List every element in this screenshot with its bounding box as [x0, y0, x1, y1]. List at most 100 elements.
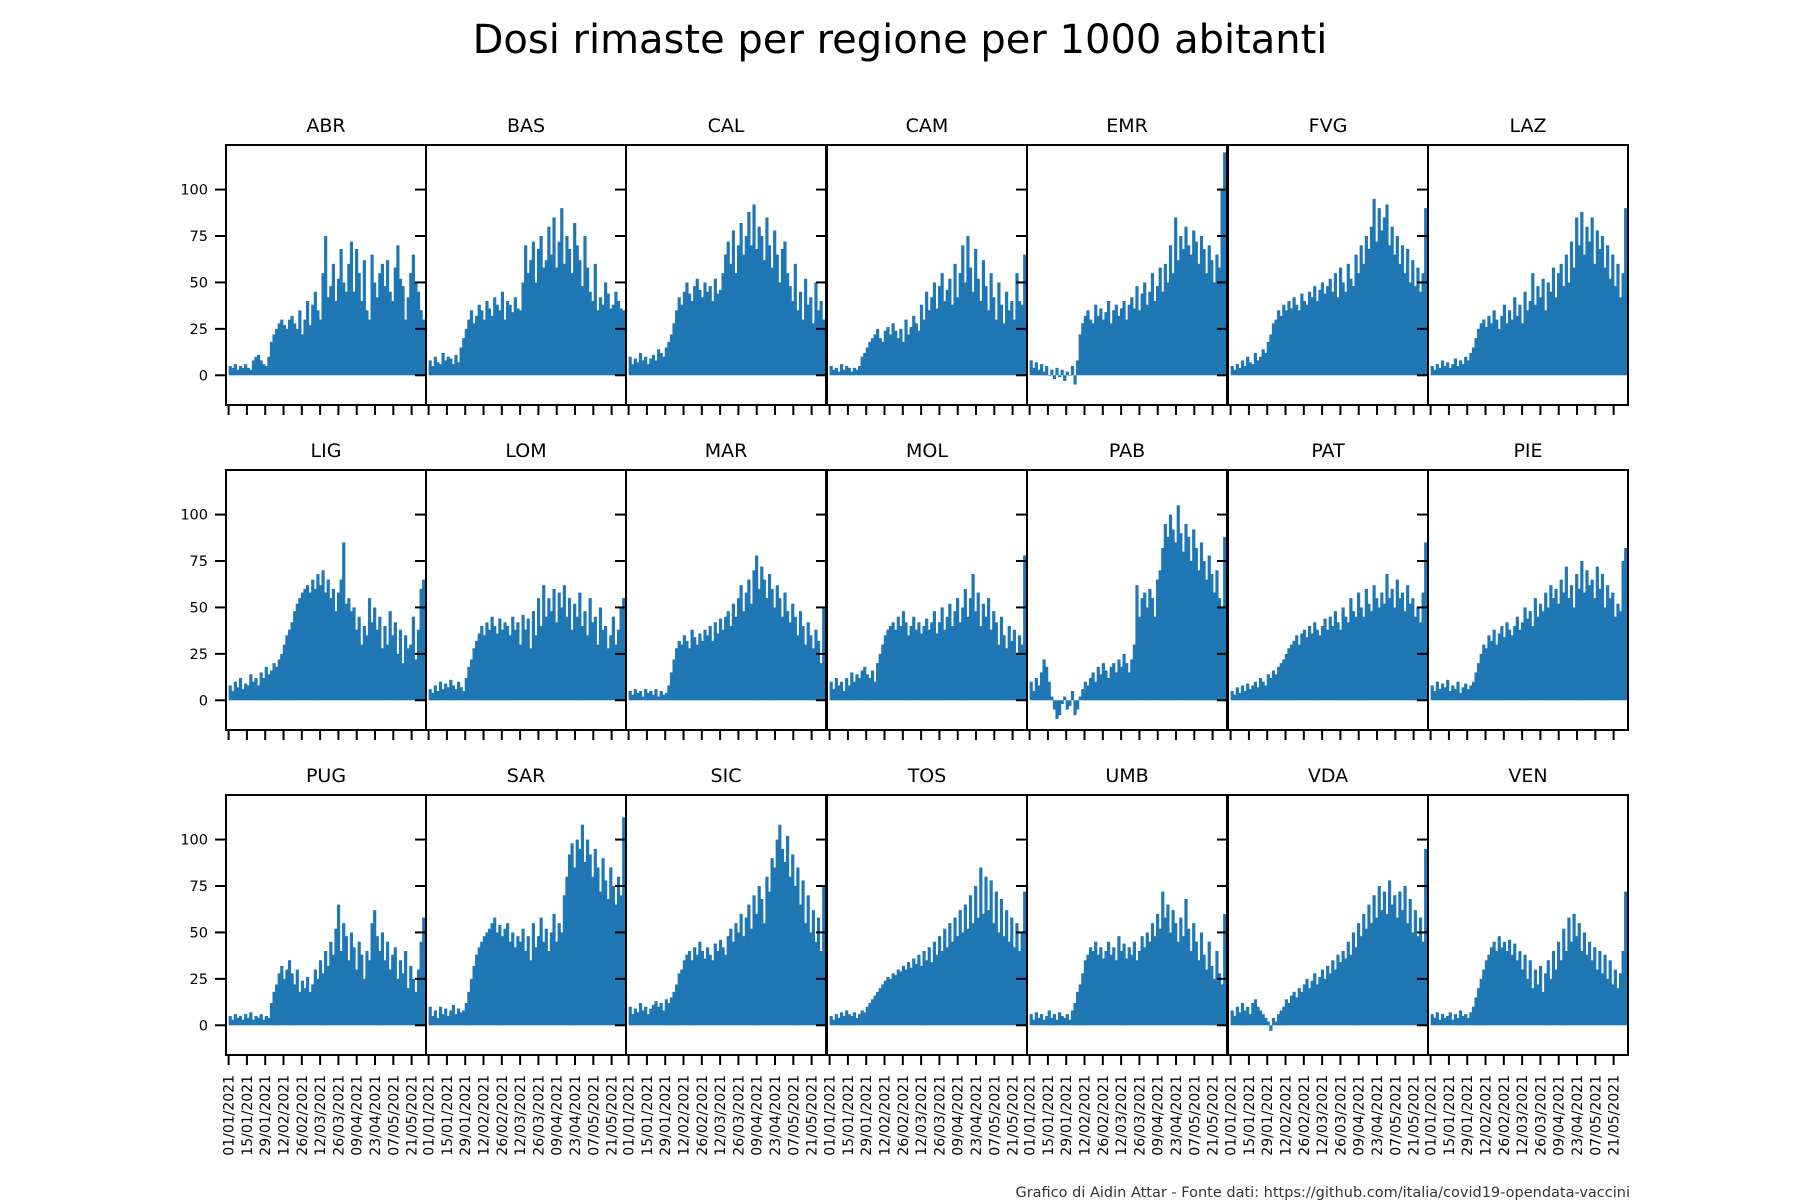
bar-tos-58: [979, 867, 983, 1026]
bar-bas-68: [604, 282, 608, 376]
bar-laz-18: [1477, 328, 1481, 376]
bar-emr-68: [1205, 273, 1209, 376]
bar-pug-16: [269, 1003, 274, 1026]
bar-pab-26: [1096, 666, 1100, 701]
bar-sic-49: [755, 913, 759, 1026]
bar-cam-37: [925, 291, 929, 376]
bar-sic-18: [675, 984, 679, 1026]
bar-lig-2: [233, 681, 237, 701]
bar-bas-72: [614, 291, 618, 376]
bar-fvg-20: [1282, 304, 1286, 376]
bar-sar-46: [547, 951, 551, 1026]
bar-pie-16: [1471, 681, 1476, 701]
bar-bas-69: [606, 293, 610, 376]
bar-pie-71: [1613, 616, 1617, 701]
xtick-label-ven-7: 09/04/2021: [1552, 1075, 1568, 1156]
bar-mol-70: [1010, 640, 1014, 701]
bar-ven-21: [1484, 960, 1488, 1026]
bar-cal-16: [669, 334, 674, 376]
bar-sic-13: [662, 1010, 666, 1026]
bar-fvg-47: [1351, 286, 1356, 376]
bar-vda-60: [1385, 913, 1389, 1026]
xtick-label-ven-5: 12/03/2021: [1515, 1075, 1531, 1156]
bar-tos-66: [999, 899, 1004, 1026]
bar-pat-39: [1331, 626, 1335, 701]
bar-cal-0: [628, 356, 632, 376]
bar-sic-55: [770, 858, 774, 1026]
bar-vda-25: [1295, 997, 1299, 1026]
bar-fvg-43: [1341, 282, 1345, 376]
bar-fvg-5: [1243, 366, 1247, 376]
bar-cam-39: [930, 297, 934, 376]
bar-sar-44: [542, 941, 546, 1026]
bar-vda-2: [1235, 1006, 1239, 1026]
bar-cal-7: [646, 364, 650, 376]
bar-tos-39: [930, 962, 934, 1026]
bar-umb-54: [1168, 932, 1173, 1026]
bar-pie-2: [1435, 681, 1439, 701]
bar-sic-15: [667, 1003, 671, 1026]
bar-sic-3: [636, 1012, 640, 1026]
bar-lom-20: [480, 626, 484, 701]
bar-laz-49: [1557, 273, 1561, 376]
bar-emr-66: [1199, 236, 1204, 376]
bar-mol-53: [966, 616, 970, 701]
bar-ven-6: [1446, 1016, 1450, 1026]
bar-umb-0: [1029, 1014, 1033, 1026]
bar-pab-48: [1153, 616, 1157, 701]
bar-mar-44: [742, 611, 746, 701]
bar-mol-35: [919, 633, 924, 701]
bar-pat-74: [1421, 592, 1425, 701]
bar-pat-60: [1385, 574, 1389, 701]
bar-mol-20: [881, 644, 885, 701]
bar-cal-71: [811, 323, 815, 376]
bar-vda-46: [1349, 954, 1353, 1026]
bar-pug-34: [316, 978, 320, 1026]
bar-bas-51: [560, 208, 564, 376]
ytick-label-75: 75: [190, 879, 208, 895]
bar-pie-70: [1611, 592, 1615, 701]
bar-emr-23: [1088, 319, 1093, 376]
bar-umb-38: [1127, 947, 1131, 1026]
bar-cal-20: [680, 304, 684, 376]
bar-tos-12: [860, 1010, 864, 1026]
bar-laz-68: [1606, 245, 1610, 376]
bar-tos-69: [1007, 941, 1011, 1026]
bar-cal-36: [721, 273, 725, 376]
bar-lom-43: [539, 626, 543, 701]
bar-tos-36: [922, 951, 926, 1026]
bar-bas-44: [542, 267, 546, 376]
bar-laz-54: [1569, 241, 1574, 376]
bar-pat-9: [1253, 681, 1258, 701]
bar-laz-19: [1479, 323, 1483, 376]
bar-pug-53: [365, 951, 369, 1026]
bar-vda-15: [1269, 1025, 1273, 1031]
bar-sar-69: [606, 899, 610, 1026]
bar-laz-4: [1440, 360, 1445, 376]
bar-cam-60: [984, 286, 988, 376]
bar-abr-63: [391, 301, 395, 376]
bar-pab-20: [1081, 689, 1085, 701]
xtick-label-sar-6: 26/03/2021: [531, 1075, 547, 1156]
bar-cam-5: [842, 369, 846, 376]
bar-pab-8: [1050, 696, 1054, 701]
bar-lom-63: [591, 622, 595, 701]
bar-abr-58: [378, 273, 382, 376]
bar-laz-44: [1544, 310, 1548, 376]
bar-bas-64: [593, 263, 597, 376]
bar-fvg-0: [1230, 366, 1234, 376]
bar-cal-28: [700, 297, 705, 376]
bar-vda-28: [1302, 984, 1307, 1026]
bar-vda-36: [1323, 978, 1327, 1026]
bar-abr-22: [285, 328, 289, 376]
bar-mar-1: [631, 694, 635, 701]
bar-fvg-12: [1261, 349, 1265, 376]
bar-cam-41: [935, 308, 939, 376]
bar-fvg-19: [1279, 315, 1283, 376]
bar-abr-70: [409, 273, 413, 376]
bar-emr-54: [1168, 245, 1173, 376]
bar-sic-31: [708, 954, 712, 1026]
bar-emr-35: [1119, 308, 1124, 376]
bar-abr-1: [231, 367, 235, 376]
